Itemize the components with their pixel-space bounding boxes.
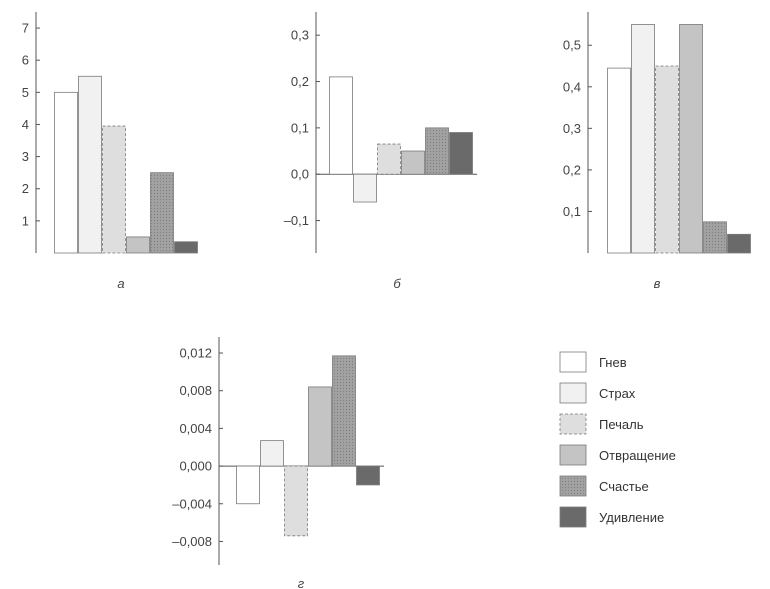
bar-anger	[607, 67, 631, 254]
legend-swatch	[559, 382, 587, 404]
panel-label: б	[393, 276, 401, 291]
y-tick-label: –0,004	[172, 496, 212, 511]
y-tick-label: 0,2	[563, 162, 581, 177]
legend-item-anger: Гнев	[559, 351, 627, 373]
y-tick-label: 4	[22, 117, 29, 132]
y-tick-label: 0,3	[291, 28, 309, 43]
bar-disgust	[401, 150, 425, 175]
bar-disgust	[126, 236, 150, 254]
bar-sadness	[377, 143, 401, 175]
legend-swatch	[559, 506, 587, 528]
bar-surprise	[356, 465, 380, 486]
y-tick-label: 0,2	[291, 74, 309, 89]
bar-fear	[353, 173, 377, 203]
y-tick-label: 0,008	[179, 383, 212, 398]
bar-happiness	[332, 355, 356, 467]
bar-happiness	[703, 221, 727, 254]
legend-item-fear: Страх	[559, 382, 636, 404]
y-tick-label: 7	[22, 21, 29, 36]
chart-panel-a: 1 2 3 4 5 6 7 а	[22, 12, 198, 291]
y-tick-label: 0,3	[563, 121, 581, 136]
legend-label: Страх	[599, 386, 636, 401]
bar-disgust	[308, 386, 332, 467]
legend-item-happiness: Счастье	[559, 475, 649, 497]
bar-surprise	[449, 132, 473, 175]
y-tick-label: 0,012	[179, 346, 212, 361]
bar-surprise	[727, 233, 751, 254]
y-tick-label: 6	[22, 53, 29, 68]
bar-sadness	[655, 65, 679, 254]
y-tick-label: –0,008	[172, 534, 212, 549]
legend-swatch	[559, 444, 587, 466]
chart-panel-g: –0,008 –0,004 0,000 0,004 0,008 0,012 г	[172, 337, 384, 589]
y-tick-label: 0,4	[563, 79, 581, 94]
y-tick-label: 0,000	[179, 459, 212, 474]
bar-sadness	[102, 125, 126, 254]
legend-item-sadness: Печаль	[559, 413, 644, 435]
y-tick-label: –0,1	[284, 213, 309, 228]
y-tick-label: 0,5	[563, 38, 581, 53]
y-tick-label: 0,1	[291, 120, 309, 135]
bar-anger	[329, 76, 353, 175]
y-tick-label: 0,004	[179, 421, 212, 436]
chart-panel-v: 0,1 0,2 0,3 0,4 0,5 в	[563, 12, 751, 291]
bar-sadness	[284, 465, 308, 537]
chart-panel-b: –0,1 0,0 0,1 0,2 0,3 б	[284, 12, 477, 291]
legend-item-disgust: Отвращение	[559, 444, 676, 466]
legend-swatch	[559, 475, 587, 497]
y-tick-label: 5	[22, 85, 29, 100]
legend-swatch	[559, 351, 587, 373]
bar-happiness	[425, 127, 449, 175]
legend-label: Счастье	[599, 479, 649, 494]
panel-label: г	[298, 576, 305, 589]
bar-fear	[78, 75, 102, 254]
bar-fear	[260, 440, 284, 467]
legend-swatch	[559, 413, 587, 435]
legend-item-surprise: Удивление	[559, 506, 664, 528]
legend-label: Отвращение	[599, 448, 676, 463]
bar-fear	[631, 24, 655, 254]
bar-anger	[54, 91, 78, 254]
bar-surprise	[174, 241, 198, 254]
y-tick-label: 0,1	[563, 204, 581, 219]
panel-label: в	[654, 276, 661, 291]
bar-happiness	[150, 172, 174, 254]
panel-label: а	[117, 276, 124, 291]
legend-label: Удивление	[599, 510, 664, 525]
y-tick-label: 1	[22, 213, 29, 228]
y-tick-label: 2	[22, 181, 29, 196]
bar-anger	[236, 465, 260, 505]
bar-disgust	[679, 24, 703, 254]
legend-label: Печаль	[599, 417, 644, 432]
legend-label: Гнев	[599, 355, 627, 370]
y-tick-label: 3	[22, 149, 29, 164]
legend: Гнев Страх Печаль Отвращение Счастье Удивлени…	[559, 351, 676, 528]
y-tick-label: 0,0	[291, 167, 309, 182]
